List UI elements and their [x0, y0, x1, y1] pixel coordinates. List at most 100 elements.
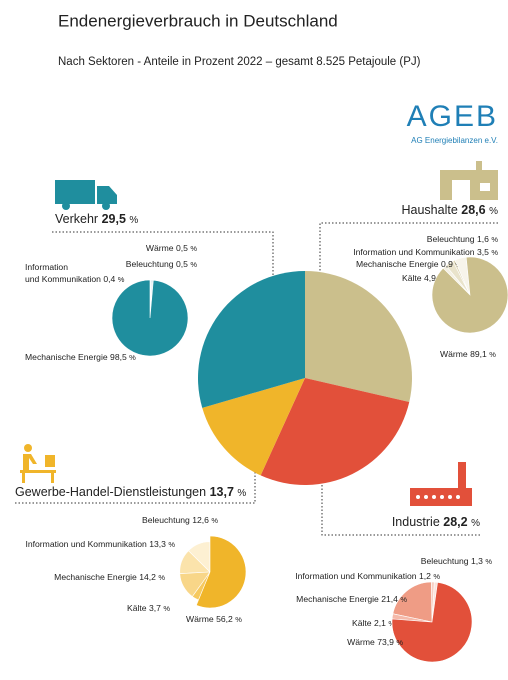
slice-label: Mechanische Energie 98,5 %	[25, 352, 136, 362]
leader-line	[52, 231, 274, 335]
value-label: 1,6	[477, 234, 489, 244]
slice-label: Mechanische Energie 0,9 %	[356, 259, 462, 269]
slice-label: Mechanische Energie 21,4 %	[296, 594, 407, 604]
value-label: 2,1	[374, 618, 386, 628]
slice-label: Information und Kommunikation 3,5 %	[353, 247, 498, 257]
house-icon	[440, 161, 498, 200]
unit-label: %	[491, 248, 498, 257]
slice-label: Beleuchtung 12,6 %	[142, 515, 218, 525]
value-label: 12,6	[192, 515, 209, 525]
slice-label: Beleuchtung 1,3 %	[421, 556, 493, 566]
value-label: 14,2	[139, 572, 156, 582]
sector-unit: %	[489, 206, 498, 217]
unit-label: %	[211, 516, 218, 525]
category-label: Beleuchtung	[427, 234, 475, 244]
category-label: Beleuchtung	[421, 556, 469, 566]
category-label: Beleuchtung	[142, 515, 190, 525]
sector-name: Haushalte	[401, 203, 457, 217]
pie-slice	[392, 581, 433, 623]
value-label: 1,2	[419, 571, 431, 581]
unit-label: %	[400, 595, 407, 604]
slice-label: Wärme 0,5 %	[146, 243, 197, 253]
pie-slice	[431, 256, 508, 334]
sector-name: Industrie	[392, 515, 440, 529]
sector-name: Gewerbe-Handel-Dienstleistungen	[15, 485, 206, 499]
unit-label: %	[396, 638, 403, 647]
factory-icon	[410, 462, 472, 506]
value-label: 89,1	[470, 349, 487, 359]
category-label: Mechanische Energie	[54, 572, 137, 582]
sector-heading: Haushalte 28,6 %	[401, 203, 498, 217]
category-line: Information	[25, 262, 68, 272]
slice-label: Information und Kommunikation 0,4 %	[25, 262, 125, 284]
category-label: Kälte	[402, 273, 422, 283]
unit-label: %	[235, 615, 242, 624]
logo-subtitle: AG Energiebilanzen e.V.	[411, 136, 498, 145]
value-label: 73,9	[377, 637, 394, 647]
slice-label: Kälte 3,7 %	[127, 603, 170, 613]
category-label: Wärme	[186, 614, 214, 624]
unit-label: %	[491, 235, 498, 244]
value-label: 56,2	[216, 614, 233, 624]
desk-icon	[20, 444, 56, 483]
category-label: Information und Kommunikation	[25, 262, 101, 284]
sector-heading: Gewerbe-Handel-Dienstleistungen 13,7 %	[15, 485, 246, 499]
unit-label: %	[485, 557, 492, 566]
category-label: Information und Kommunikation	[353, 247, 475, 257]
value-label: 4,9	[424, 273, 436, 283]
pie-slice	[260, 378, 410, 485]
category-label: Kälte	[127, 603, 147, 613]
value-label: 98,5	[110, 352, 127, 362]
subtitle: Nach Sektoren - Anteile in Prozent 2022 …	[58, 56, 421, 68]
slice-label: Wärme 89,1 %	[440, 349, 496, 359]
category-label: Wärme	[146, 243, 174, 253]
sector-unit: %	[129, 215, 138, 226]
pie-slice	[391, 582, 473, 663]
sector-heading: Industrie 28,2 %	[392, 515, 480, 529]
unit-label: %	[158, 573, 165, 582]
pie-slice	[202, 378, 305, 476]
unit-label: %	[129, 353, 136, 362]
category-label: Information und Kommunikation	[295, 571, 417, 581]
category-label: Mechanische Energie	[25, 352, 108, 362]
sector-heading: Verkehr 29,5 %	[55, 212, 138, 226]
slice-label: Information und Kommunikation 1,2 %	[295, 571, 440, 581]
slice-label: Wärme 73,9 %	[347, 637, 403, 647]
unit-label: %	[163, 604, 170, 613]
pie-slice	[111, 279, 189, 357]
unit-label: %	[190, 244, 197, 253]
slice-label: Information und Kommunikation 13,3 %	[25, 539, 175, 549]
value-label: 0,5	[176, 259, 188, 269]
value-label: 3,7	[149, 603, 161, 613]
slice-label: Kälte 2,1 %	[352, 618, 395, 628]
sector-value: 13,7	[210, 485, 234, 499]
unit-label: %	[118, 275, 125, 284]
category-label: Mechanische Energie	[356, 259, 439, 269]
sector-value: 29,5	[102, 212, 126, 226]
category-label: Kälte	[352, 618, 372, 628]
sector-name: Verkehr	[55, 212, 98, 226]
value-label: 1,3	[471, 556, 483, 566]
category-label: Mechanische Energie	[296, 594, 379, 604]
category-label: Wärme	[440, 349, 468, 359]
logo-name: AGEB	[407, 100, 498, 133]
sector-unit: %	[237, 488, 246, 499]
pie-slice	[305, 271, 412, 402]
value-label: 0,9	[441, 259, 453, 269]
slice-label: Beleuchtung 1,6 %	[427, 234, 499, 244]
title: Endenergieverbrauch in Deutschland	[58, 11, 338, 30]
value-label: 0,5	[176, 243, 188, 253]
sector-unit: %	[471, 518, 480, 529]
pie-slice	[195, 535, 247, 609]
category-label: Information und Kommunikation	[25, 539, 147, 549]
category-label: Beleuchtung	[126, 259, 174, 269]
slice-label: Beleuchtung 0,5 %	[126, 259, 198, 269]
value-label: 0,4	[103, 274, 115, 284]
truck-icon	[55, 180, 117, 210]
value-label: 13,3	[149, 539, 166, 549]
unit-label: %	[190, 260, 197, 269]
unit-label: %	[489, 350, 496, 359]
slice-label: Mechanische Energie 14,2 %	[54, 572, 165, 582]
category-label: Wärme	[347, 637, 375, 647]
